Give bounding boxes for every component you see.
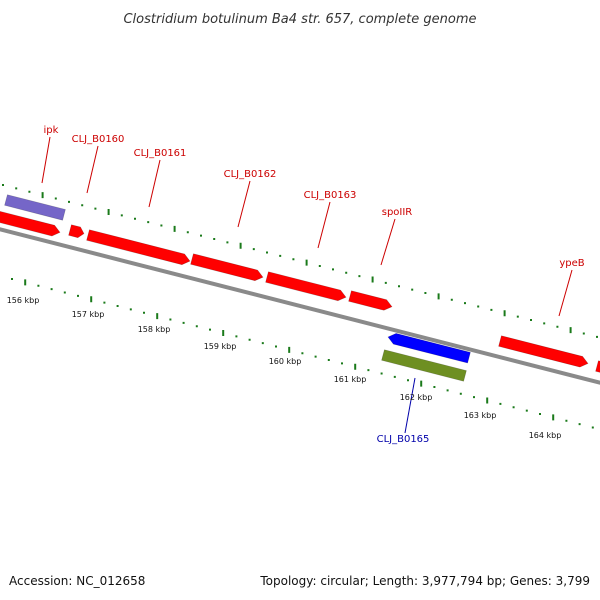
label-connector-line: [380, 218, 396, 266]
upper-tick-ruler: [2, 184, 598, 338]
genome-summary-text: Topology: circular; Length: 3,977,794 bp…: [259, 574, 590, 588]
label-connector-line: [404, 377, 416, 434]
gene-clj-b0161[interactable]: [86, 229, 191, 266]
gene-label-spoiir[interactable]: spoIIR: [382, 207, 413, 218]
gene-partial-right[interactable]: [595, 360, 600, 374]
accession-text: Accession: NC_012658: [9, 574, 145, 588]
scale-tick-label: 158 kbp: [138, 325, 171, 334]
gene-label-ipk[interactable]: ipk: [44, 125, 59, 136]
gene-label-clj-b0160[interactable]: CLJ_B0160: [72, 134, 125, 145]
scale-tick-label: 162 kbp: [400, 393, 433, 402]
reverse-feature-clj-b0165[interactable]: [381, 349, 467, 382]
gene-clj-b0160[interactable]: [68, 224, 85, 239]
label-connector-line: [317, 201, 331, 249]
gene-ypeb[interactable]: [498, 335, 589, 368]
scale-tick-label: 157 kbp: [72, 310, 105, 319]
label-connector-line: [237, 180, 251, 228]
map-title: Clostridium botulinum Ba4 str. 657, comp…: [123, 12, 476, 27]
feature-layer: [0, 194, 600, 382]
lower-tick-ruler: [11, 278, 594, 429]
label-connectors: [41, 136, 573, 434]
scale-tick-label: 159 kbp: [204, 342, 237, 351]
label-connector-line: [148, 159, 161, 208]
gene-label-clj-b0165[interactable]: CLJ_B0165: [377, 434, 430, 445]
gene-clj-b0162[interactable]: [190, 253, 264, 282]
genome-backbone: [0, 227, 600, 385]
label-connector-line: [41, 136, 51, 184]
label-connector-line: [86, 145, 99, 194]
forward-feature-ipk[interactable]: [4, 194, 66, 221]
label-connector-line: [558, 269, 573, 317]
gene-spoiir[interactable]: [348, 290, 393, 311]
gene-label-clj-b0161[interactable]: CLJ_B0161: [134, 148, 187, 159]
scale-tick-label: 160 kbp: [269, 357, 302, 366]
gene-ipk[interactable]: [0, 211, 61, 237]
gene-label-clj-b0163[interactable]: CLJ_B0163: [304, 190, 357, 201]
gene-clj-b0163[interactable]: [265, 271, 347, 302]
gene-label-ypeb[interactable]: ypeB: [559, 258, 584, 269]
scale-tick-label: 156 kbp: [7, 296, 40, 305]
gene-label-clj-b0162[interactable]: CLJ_B0162: [224, 169, 277, 180]
scale-tick-label: 164 kbp: [529, 431, 562, 440]
scale-tick-label: 163 kbp: [464, 411, 497, 420]
scale-tick-label: 161 kbp: [334, 375, 367, 384]
gene-clj-b0165[interactable]: [387, 333, 471, 364]
